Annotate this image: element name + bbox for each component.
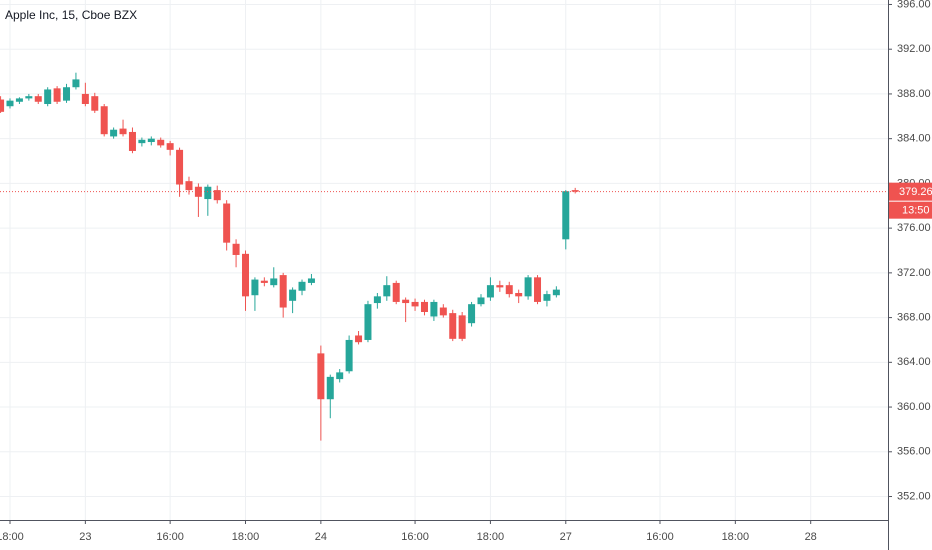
y-tick-label: 364.00: [897, 356, 931, 368]
x-tick-label: 18:00: [232, 531, 260, 543]
candle-body: [100, 106, 108, 135]
chart-title: Apple Inc, 15, Cboe BZX: [5, 8, 137, 22]
candle-body: [44, 89, 52, 104]
candle-body: [63, 87, 71, 101]
candle-body: [534, 277, 542, 302]
candle-body: [383, 285, 391, 297]
candle-body: [317, 353, 325, 400]
candle-body: [185, 181, 193, 191]
candle-body: [15, 98, 23, 102]
candle-body: [439, 307, 447, 316]
candle-body: [571, 190, 579, 192]
candle-body: [147, 138, 155, 143]
candle-body: [6, 100, 14, 107]
grid: [0, 0, 888, 520]
candle-body: [289, 289, 297, 301]
candle-body: [477, 297, 485, 305]
y-tick-label: 384.00: [897, 133, 931, 145]
candle-body: [449, 313, 457, 339]
x-tick-label: 27: [560, 531, 572, 543]
candle-body: [458, 315, 466, 339]
candle-body: [128, 131, 136, 151]
x-tick-label: 18:00: [722, 531, 750, 543]
candle-body: [552, 289, 560, 296]
candle-body: [392, 282, 400, 302]
candle-body: [543, 294, 551, 301]
y-tick-label: 368.00: [897, 311, 931, 323]
candle-body: [34, 96, 42, 102]
y-tick-label: 356.00: [897, 446, 931, 458]
candle-body: [53, 88, 61, 102]
candle-body: [110, 129, 118, 137]
y-tick-label: 376.00: [897, 222, 931, 234]
candle-body: [251, 279, 259, 296]
candle-body: [355, 335, 363, 343]
candle-body: [138, 139, 146, 144]
candle-body: [562, 191, 570, 240]
candle-body: [298, 281, 306, 291]
candle-body: [505, 285, 513, 295]
candle-body: [91, 96, 99, 111]
x-tick-label: 16:00: [156, 531, 184, 543]
countdown-box: [889, 201, 932, 219]
candle-body: [345, 339, 353, 372]
candle-body: [336, 372, 344, 380]
candle-body: [166, 143, 174, 150]
candle-body: [373, 296, 381, 304]
y-tick-label: 352.00: [897, 490, 931, 502]
candle-body: [411, 301, 419, 307]
x-tick-label: 16:00: [401, 531, 429, 543]
countdown-label: 13:50: [902, 205, 930, 217]
candle-body: [242, 253, 249, 297]
x-tick-label: 28: [805, 531, 817, 543]
candle-body: [364, 304, 372, 340]
x-tick-label: 23: [79, 531, 91, 543]
y-tick-label: 388.00: [897, 88, 931, 100]
candle-body: [402, 299, 410, 304]
y-tick-label: 392.00: [897, 43, 931, 55]
x-tick-label: 16:00: [646, 531, 674, 543]
x-tick-label: 24: [315, 531, 327, 543]
x-tick-label: 18:00: [0, 531, 24, 543]
candle-body: [430, 301, 438, 317]
candle-body: [72, 79, 80, 88]
candle-body: [223, 203, 231, 243]
candle-body: [486, 285, 494, 298]
y-tick-label: 360.00: [897, 401, 931, 413]
candle-body: [157, 139, 165, 146]
last-price-box: [889, 182, 932, 201]
candle-body: [260, 280, 268, 283]
candle-body: [496, 285, 504, 288]
candle-body: [0, 99, 5, 112]
candle-body: [204, 186, 212, 200]
candle-body: [176, 149, 184, 185]
candle-body: [25, 96, 33, 99]
candles: [0, 72, 888, 441]
x-tick-label: 18:00: [477, 531, 505, 543]
candle-body: [81, 93, 89, 104]
candle-body: [515, 292, 523, 297]
candle-body: [524, 277, 532, 297]
last-price-label: 379.26: [899, 186, 932, 198]
candle-body: [213, 190, 221, 201]
y-tick-label: 372.00: [897, 267, 931, 279]
candle-body: [232, 243, 240, 255]
candle-body: [420, 301, 428, 312]
y-tick-label: 396.00: [897, 0, 931, 10]
candle-body: [326, 376, 334, 400]
candle-body: [119, 128, 127, 135]
candle-body: [307, 278, 315, 283]
candle-body: [279, 275, 287, 308]
candle-body: [270, 278, 278, 286]
candle-body: [468, 304, 476, 324]
